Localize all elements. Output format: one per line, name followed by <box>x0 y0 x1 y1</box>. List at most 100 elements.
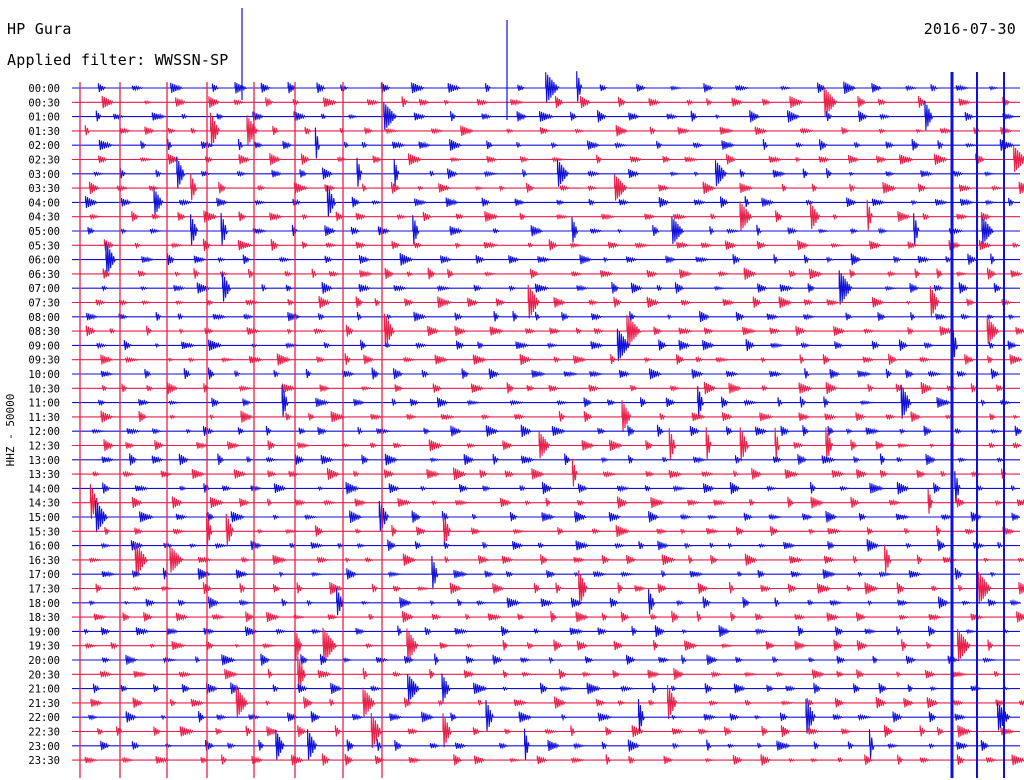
trace-row <box>72 673 1020 703</box>
row-label: 01:30 <box>28 126 60 138</box>
row-label: 17:00 <box>28 569 60 581</box>
trace-row <box>72 653 1020 666</box>
row-label: 14:00 <box>28 483 60 495</box>
trace-row <box>72 684 1024 719</box>
row-label: 04:30 <box>28 212 60 224</box>
row-label: 11:30 <box>28 412 60 424</box>
row-label: 20:00 <box>28 655 60 667</box>
filter-label: Applied filter: WWSSN-SP <box>7 51 229 69</box>
trace-row <box>72 424 1023 438</box>
trace-row <box>72 570 1024 605</box>
trace-row <box>72 213 1020 246</box>
trace-row <box>72 185 1020 218</box>
trace-row <box>72 656 1020 691</box>
row-label: 05:30 <box>28 240 60 252</box>
trace-row <box>72 199 1020 231</box>
row-label: 07:30 <box>28 298 60 310</box>
row-label: 06:00 <box>28 255 60 267</box>
row-label: 18:00 <box>28 598 60 610</box>
trace-row <box>72 753 1024 766</box>
trace-row <box>72 542 1024 577</box>
trace-row <box>72 112 1020 148</box>
row-label: 21:00 <box>28 684 60 696</box>
row-label: 12:00 <box>28 426 60 438</box>
trace-row <box>72 471 1020 503</box>
trace-row <box>72 712 1020 749</box>
row-label: 02:00 <box>28 140 60 152</box>
trace-row <box>72 400 1020 432</box>
trace-row <box>72 267 1023 280</box>
row-label: 19:00 <box>28 626 60 638</box>
y-axis-label: HHZ - 50000 <box>4 394 17 467</box>
trace-row <box>72 173 1024 201</box>
trace-row <box>72 384 1020 419</box>
row-label: 16:00 <box>28 541 60 553</box>
trace-row <box>72 87 1020 117</box>
trace-row <box>72 381 1020 395</box>
row-label: 23:00 <box>28 741 60 753</box>
trace-row <box>72 127 1020 159</box>
row-label: 05:00 <box>28 226 60 238</box>
row-label: 17:30 <box>28 584 60 596</box>
row-label: 06:30 <box>28 269 60 281</box>
row-label: 00:00 <box>28 83 60 95</box>
trace-row <box>72 310 1020 323</box>
row-label: 09:30 <box>28 355 60 367</box>
row-label: 22:30 <box>28 727 60 739</box>
trace-row <box>72 71 1020 103</box>
row-label: 23:30 <box>28 755 60 767</box>
row-label: 13:30 <box>28 469 60 481</box>
row-label: 15:00 <box>28 512 60 524</box>
trace-row <box>72 625 1020 638</box>
row-label: 20:30 <box>28 669 60 681</box>
trace-row <box>72 242 1020 276</box>
row-label: 21:30 <box>28 698 60 710</box>
trace-row <box>72 238 1020 251</box>
row-label: 16:30 <box>28 555 60 567</box>
trace-row <box>72 484 1024 519</box>
row-label: 04:00 <box>28 197 60 209</box>
trace-row <box>72 270 1020 305</box>
row-label: 03:30 <box>28 183 60 195</box>
row-label: 07:00 <box>28 283 60 295</box>
trace-row <box>72 427 1022 462</box>
row-label: 11:00 <box>28 398 60 410</box>
trace-row <box>72 284 1020 319</box>
trace-row <box>72 100 1020 131</box>
trace-row <box>72 627 1020 663</box>
trace-row <box>72 313 1024 347</box>
trace-row <box>72 367 1020 380</box>
trace-row <box>72 453 1020 466</box>
trace-row <box>72 500 1021 533</box>
trace-row <box>72 458 1020 487</box>
row-label: 02:30 <box>28 155 60 167</box>
row-label: 08:00 <box>28 312 60 324</box>
trace-row <box>72 513 1020 547</box>
row-label: 00:30 <box>28 97 60 109</box>
trace-row <box>72 610 1024 623</box>
trace-row <box>72 353 1023 366</box>
row-label: 01:00 <box>28 112 60 124</box>
row-label: 15:30 <box>28 526 60 538</box>
row-label: 10:00 <box>28 369 60 381</box>
trace-row <box>72 588 1022 616</box>
trace-row <box>72 328 1020 361</box>
row-label: 13:00 <box>28 455 60 467</box>
row-label: 09:00 <box>28 340 60 352</box>
row-label: 19:30 <box>28 641 60 653</box>
trace-row <box>72 539 1020 552</box>
trace-row <box>72 698 1020 734</box>
trace-row <box>72 156 1020 189</box>
date-label: 2016-07-30 <box>923 20 1016 38</box>
row-label: 08:30 <box>28 326 60 338</box>
trace-row <box>72 145 1024 173</box>
station-title: HP Gura <box>7 20 72 38</box>
row-label: 12:30 <box>28 441 60 453</box>
trace-row <box>72 555 1020 590</box>
row-label: 10:30 <box>28 383 60 395</box>
row-label: 18:30 <box>28 612 60 624</box>
trace-row <box>72 728 1020 761</box>
row-label: 03:00 <box>28 169 60 181</box>
row-label: 14:30 <box>28 498 60 510</box>
